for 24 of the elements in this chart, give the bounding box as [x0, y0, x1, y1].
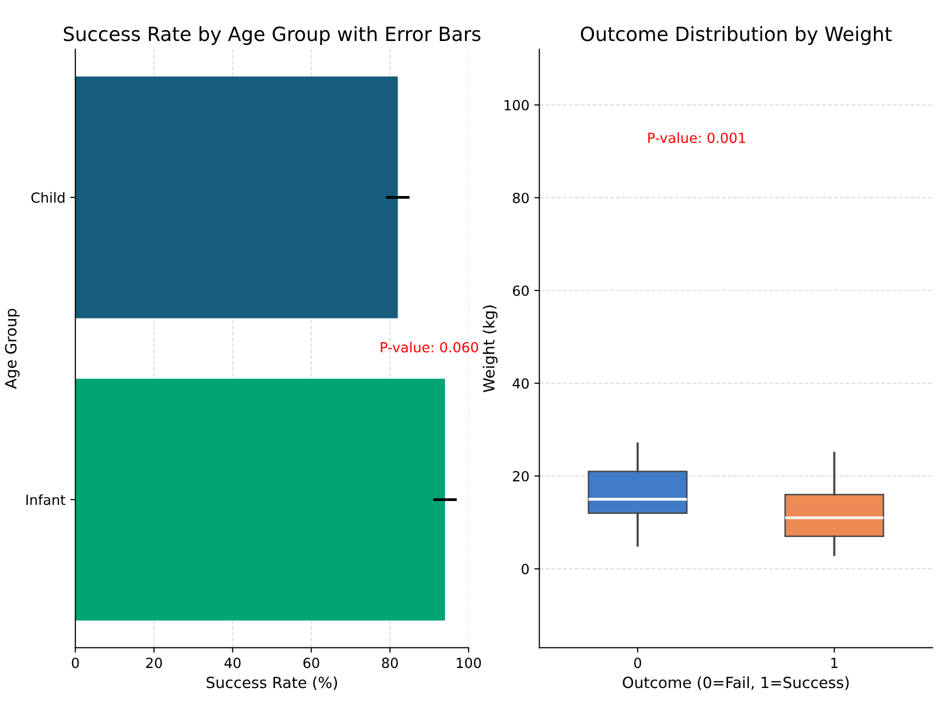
annotation: P-value: 0.001 [648, 132, 746, 144]
y-tick-label: 100 [504, 100, 529, 110]
y-tick-label: 60 [512, 285, 529, 296]
x-tick-label: 100 [456, 658, 481, 668]
x-tick-label: 0 [634, 658, 642, 668]
chart-title: Success Rate by Age Group with Error Bars [64, 26, 480, 45]
annotation: P-value: 0.060 [380, 342, 478, 353]
y-tick-label: Child [31, 192, 64, 203]
y-tick-label: Infant [26, 494, 66, 506]
x-axis-title: Outcome (0=Fail, 1=Success) [622, 676, 849, 690]
x-tick-label: 0 [72, 658, 79, 668]
x-tick-label: 20 [146, 658, 162, 668]
y-tick-label: 80 [512, 192, 529, 204]
y-axis-title: Weight (kg) [482, 306, 498, 392]
x-tick-label: 1 [831, 658, 838, 668]
y-tick-label: 20 [512, 471, 529, 482]
y-axis-title: Age Group [5, 308, 20, 389]
x-tick-label: 60 [303, 658, 320, 668]
x-axis-title: Success Rate (%) [206, 676, 337, 690]
y-tick-label: 0 [522, 564, 529, 574]
x-tick-label: 80 [382, 658, 398, 668]
x-tick-label: 40 [224, 658, 241, 668]
y-tick-label: 40 [512, 378, 529, 389]
chart-title: Outcome Distribution by Weight [580, 26, 892, 45]
